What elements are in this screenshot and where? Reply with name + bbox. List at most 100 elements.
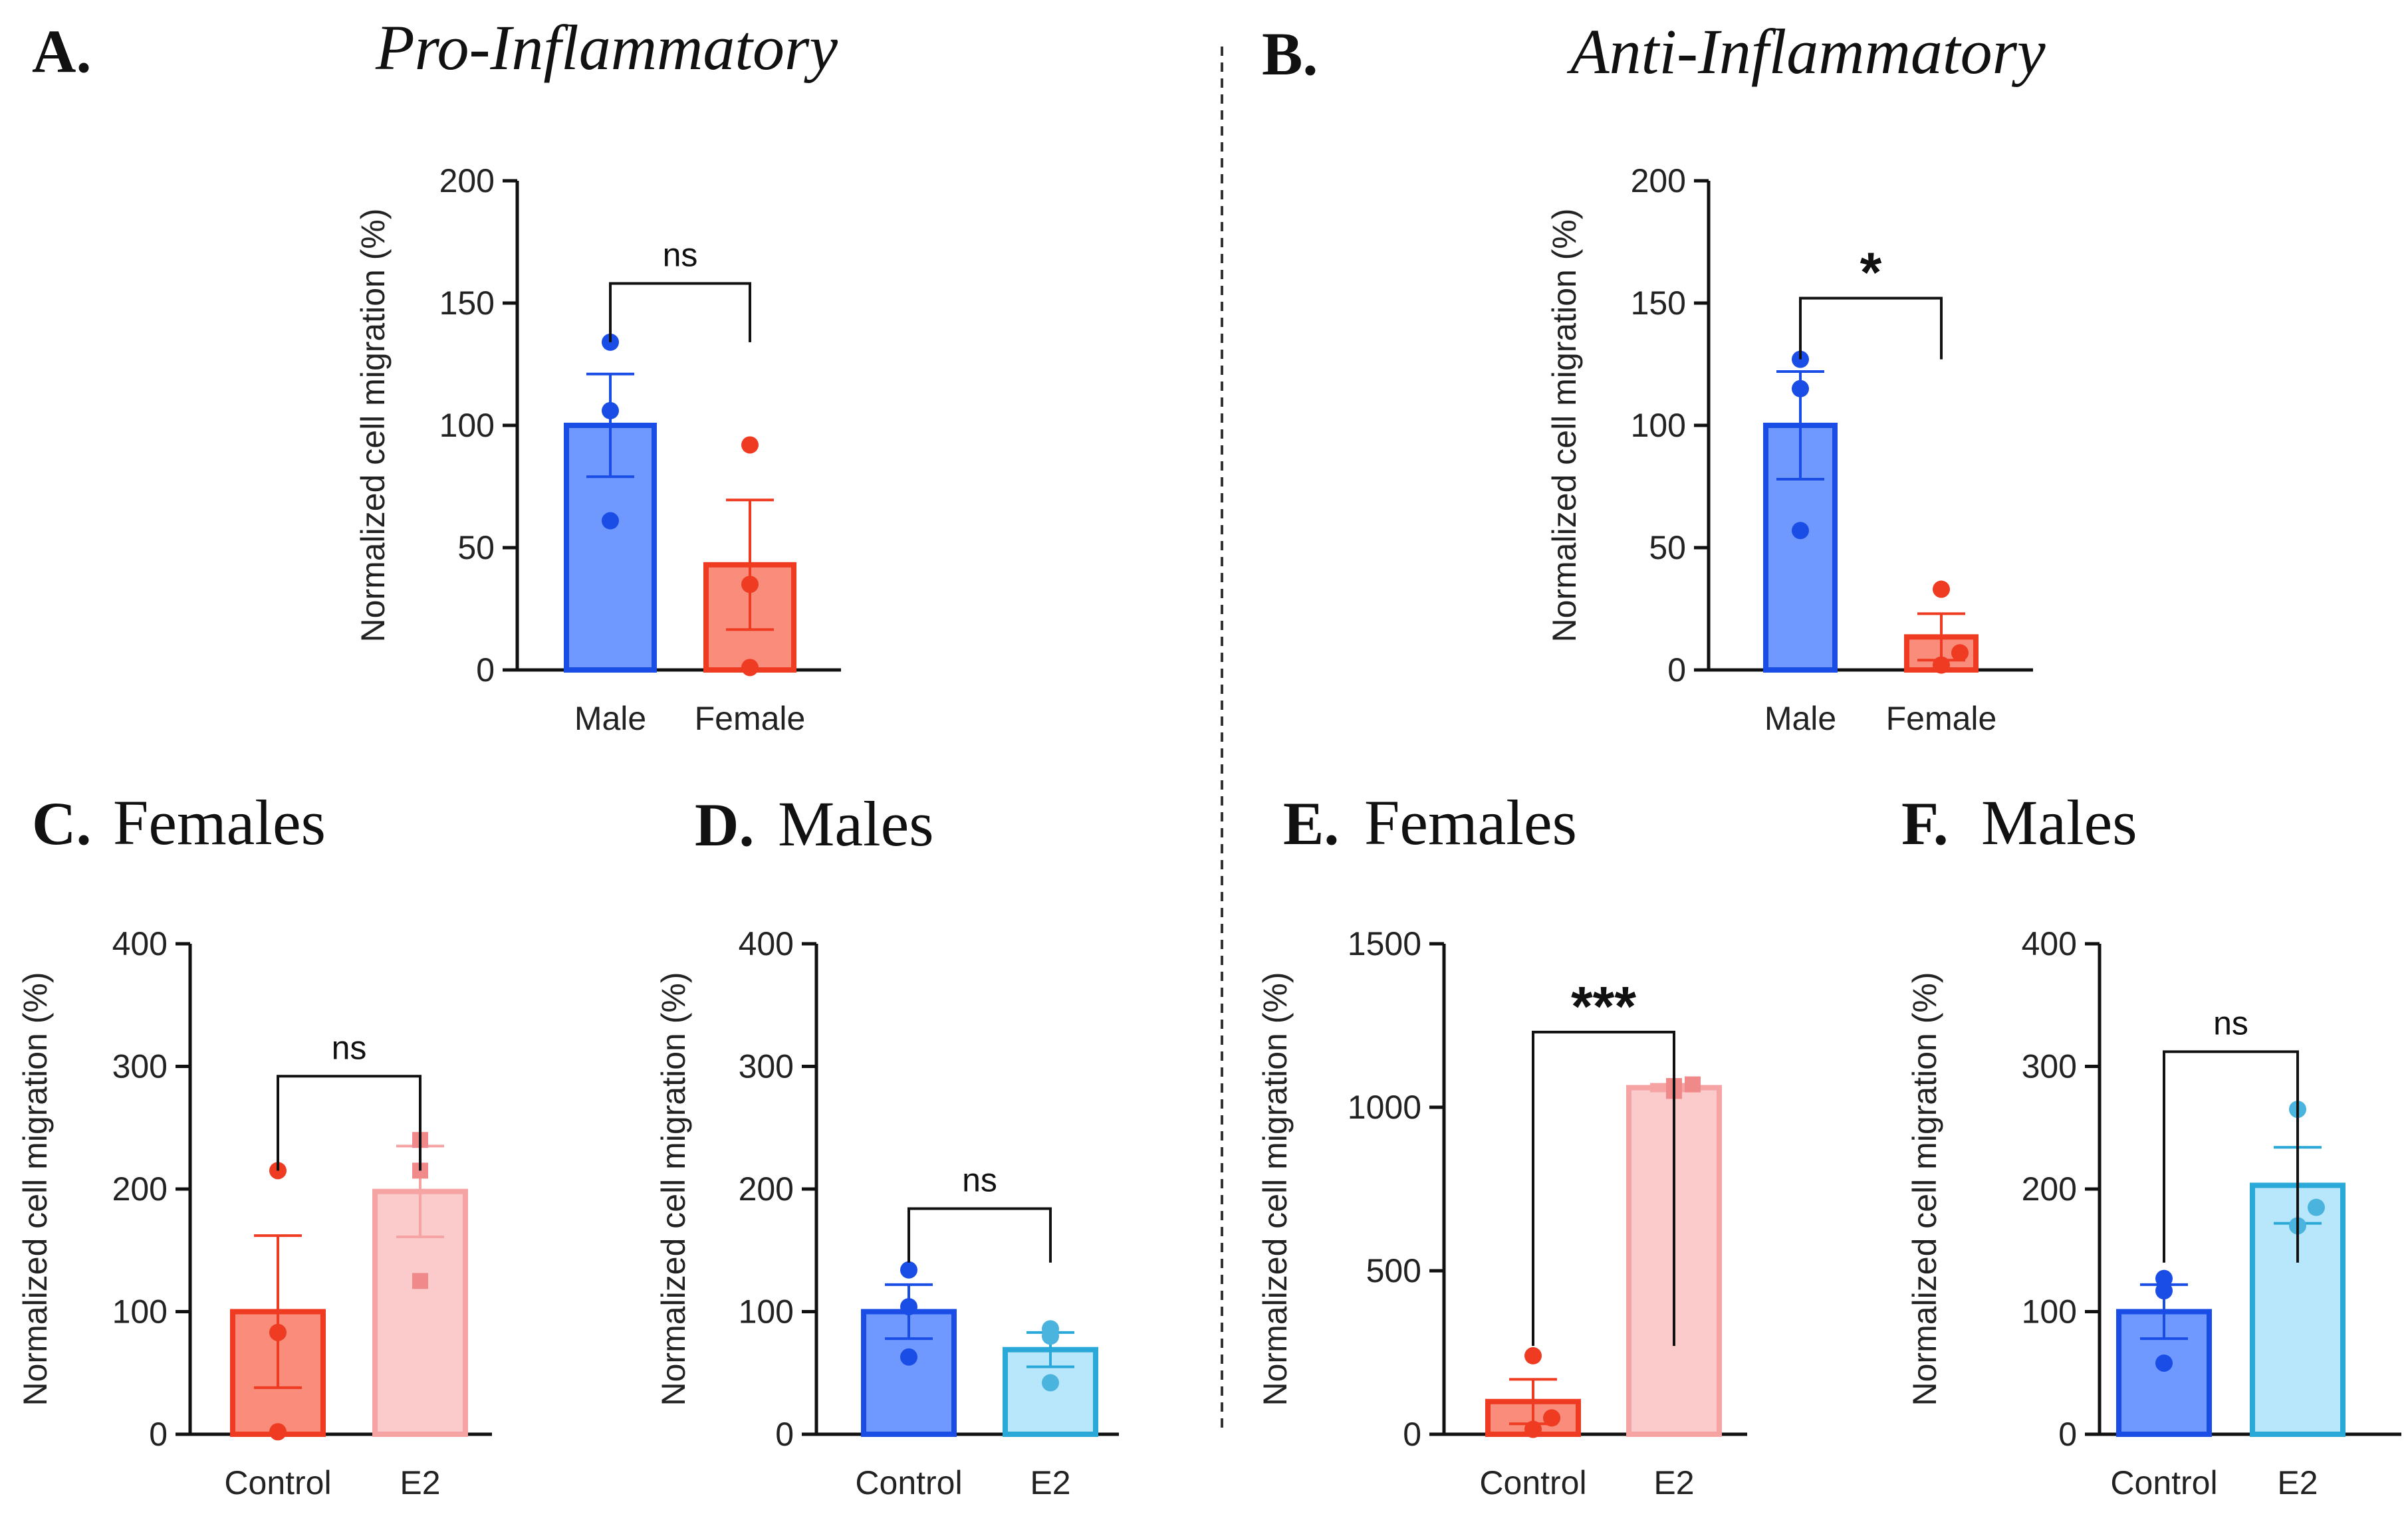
data-point: [900, 1261, 917, 1279]
data-point: [741, 576, 759, 594]
data-point: [1951, 644, 1969, 662]
panel-a-title: Pro-Inflammatory: [375, 12, 838, 83]
panel-f-title: Males: [1981, 787, 2137, 858]
x-tick-label: Female: [695, 700, 806, 737]
y-tick-label: 300: [739, 1048, 794, 1085]
panel-d-letter: D.: [695, 791, 754, 859]
y-tick-label: 150: [1631, 284, 1686, 322]
y-tick-label: 0: [1667, 651, 1686, 689]
significance-bracket: [2163, 1050, 2299, 1263]
significance-bracket: [1532, 1030, 1675, 1347]
bar-control: [861, 1309, 957, 1437]
data-point: [412, 1273, 428, 1289]
panel-e-heading: E. Females: [1283, 787, 1577, 858]
chart-panel-d: 0 100 200 300 400 Normalized cell migration (…: [655, 925, 1119, 1501]
y-axis-label: Normalized cell migration (%): [1257, 972, 1294, 1406]
y-axis-label: Normalized cell migration (%): [1906, 972, 1943, 1406]
x-tick-label: Control: [224, 1464, 331, 1501]
data-point: [2308, 1198, 2325, 1216]
x-tick-label: Male: [1764, 700, 1836, 737]
y-tick-label: 400: [112, 925, 168, 962]
data-point: [741, 659, 759, 677]
data-point: [602, 512, 619, 530]
chart-panel-f: 0 100 200 300 400 Normalized cell migration (…: [1906, 925, 2401, 1501]
x-tick-label: Male: [574, 700, 646, 737]
panel-c-letter: C.: [32, 790, 91, 857]
x-tick-label: Control: [1479, 1464, 1586, 1501]
panel-b-title: Anti-Inflammatory: [1566, 16, 2046, 87]
significance-bracket: [907, 1207, 1052, 1263]
significance-label: ns: [332, 1029, 367, 1066]
significance-label: ns: [2213, 1004, 2248, 1041]
y-tick-label: 500: [1366, 1252, 1421, 1289]
y-tick-label: 0: [476, 651, 495, 689]
data-point: [1524, 1420, 1542, 1438]
chart-panel-b: 0 50 100 150 200 Normalized cell migration (%…: [1546, 162, 2033, 737]
y-tick-label: 200: [439, 162, 495, 199]
chart-panel-c: 0 100 200 300 400 Normalized cell migration (…: [17, 925, 492, 1501]
y-tick-label: 50: [1649, 529, 1686, 566]
y-tick-label: 200: [1631, 162, 1686, 199]
panel-d-title: Males: [778, 788, 934, 859]
x-tick-label: E2: [1030, 1464, 1070, 1501]
panel-b-letter: B.: [1262, 20, 1318, 88]
y-tick-label: 100: [2022, 1293, 2077, 1331]
panel-e-letter: E.: [1283, 790, 1339, 857]
data-point: [900, 1298, 917, 1316]
panel-b-heading: B. Anti-Inflammatory: [1262, 16, 2046, 88]
y-tick-label: 0: [1403, 1416, 1421, 1453]
x-tick-label: E2: [400, 1464, 440, 1501]
y-tick-label: 100: [1631, 407, 1686, 444]
panel-c-title: Females: [113, 787, 326, 858]
data-point: [741, 436, 759, 454]
x-tick-label: Control: [855, 1464, 962, 1501]
significance-label: *: [1860, 241, 1882, 304]
y-axis-label: Normalized cell migration (%): [17, 972, 54, 1406]
x-tick-label: Female: [1886, 700, 1997, 737]
data-point: [900, 1348, 917, 1366]
significance-bracket: [1799, 296, 1943, 360]
y-tick-label: 100: [439, 407, 495, 444]
panel-d-heading: D. Males: [695, 788, 934, 859]
y-axis-label: Normalized cell migration (%): [1546, 209, 1583, 643]
data-point: [2155, 1282, 2173, 1300]
significance-label: ns: [962, 1162, 997, 1199]
significance-label: ns: [663, 237, 698, 274]
data-point: [1042, 1374, 1059, 1392]
x-tick-label: E2: [1653, 1464, 1694, 1501]
y-tick-label: 200: [112, 1170, 168, 1208]
y-tick-label: 400: [739, 925, 794, 962]
bar-e2: [1003, 1347, 1098, 1437]
panel-f-heading: F. Males: [1901, 787, 2137, 858]
y-tick-label: 0: [775, 1416, 794, 1453]
y-tick-label: 100: [739, 1293, 794, 1331]
y-tick-label: 1000: [1348, 1089, 1421, 1126]
y-tick-label: 400: [2022, 925, 2077, 962]
y-tick-label: 150: [439, 284, 495, 322]
data-point: [602, 401, 619, 419]
significance-label: ***: [1571, 975, 1636, 1037]
data-point: [1042, 1327, 1059, 1345]
data-point: [1524, 1347, 1542, 1364]
y-tick-label: 200: [2022, 1170, 2077, 1208]
y-tick-label: 50: [457, 529, 495, 566]
y-axis-label: Normalized cell migration (%): [354, 209, 392, 643]
panel-e-title: Females: [1364, 787, 1577, 858]
data-point: [1685, 1076, 1701, 1093]
data-point: [2155, 1354, 2173, 1372]
data-point: [1933, 580, 1950, 598]
y-tick-label: 300: [112, 1048, 168, 1085]
y-tick-label: 0: [149, 1416, 168, 1453]
y-tick-label: 100: [112, 1293, 168, 1331]
data-point: [269, 1323, 287, 1341]
y-tick-label: 300: [2022, 1048, 2077, 1085]
y-tick-label: 200: [739, 1170, 794, 1208]
data-point: [1933, 656, 1950, 674]
data-point: [269, 1423, 287, 1441]
data-point: [1792, 380, 1809, 397]
panel-a-letter: A.: [32, 17, 91, 85]
panel-f-letter: F.: [1901, 790, 1949, 857]
y-tick-label: 0: [2058, 1416, 2077, 1453]
panel-a-heading: A. Pro-Inflammatory: [32, 12, 838, 85]
